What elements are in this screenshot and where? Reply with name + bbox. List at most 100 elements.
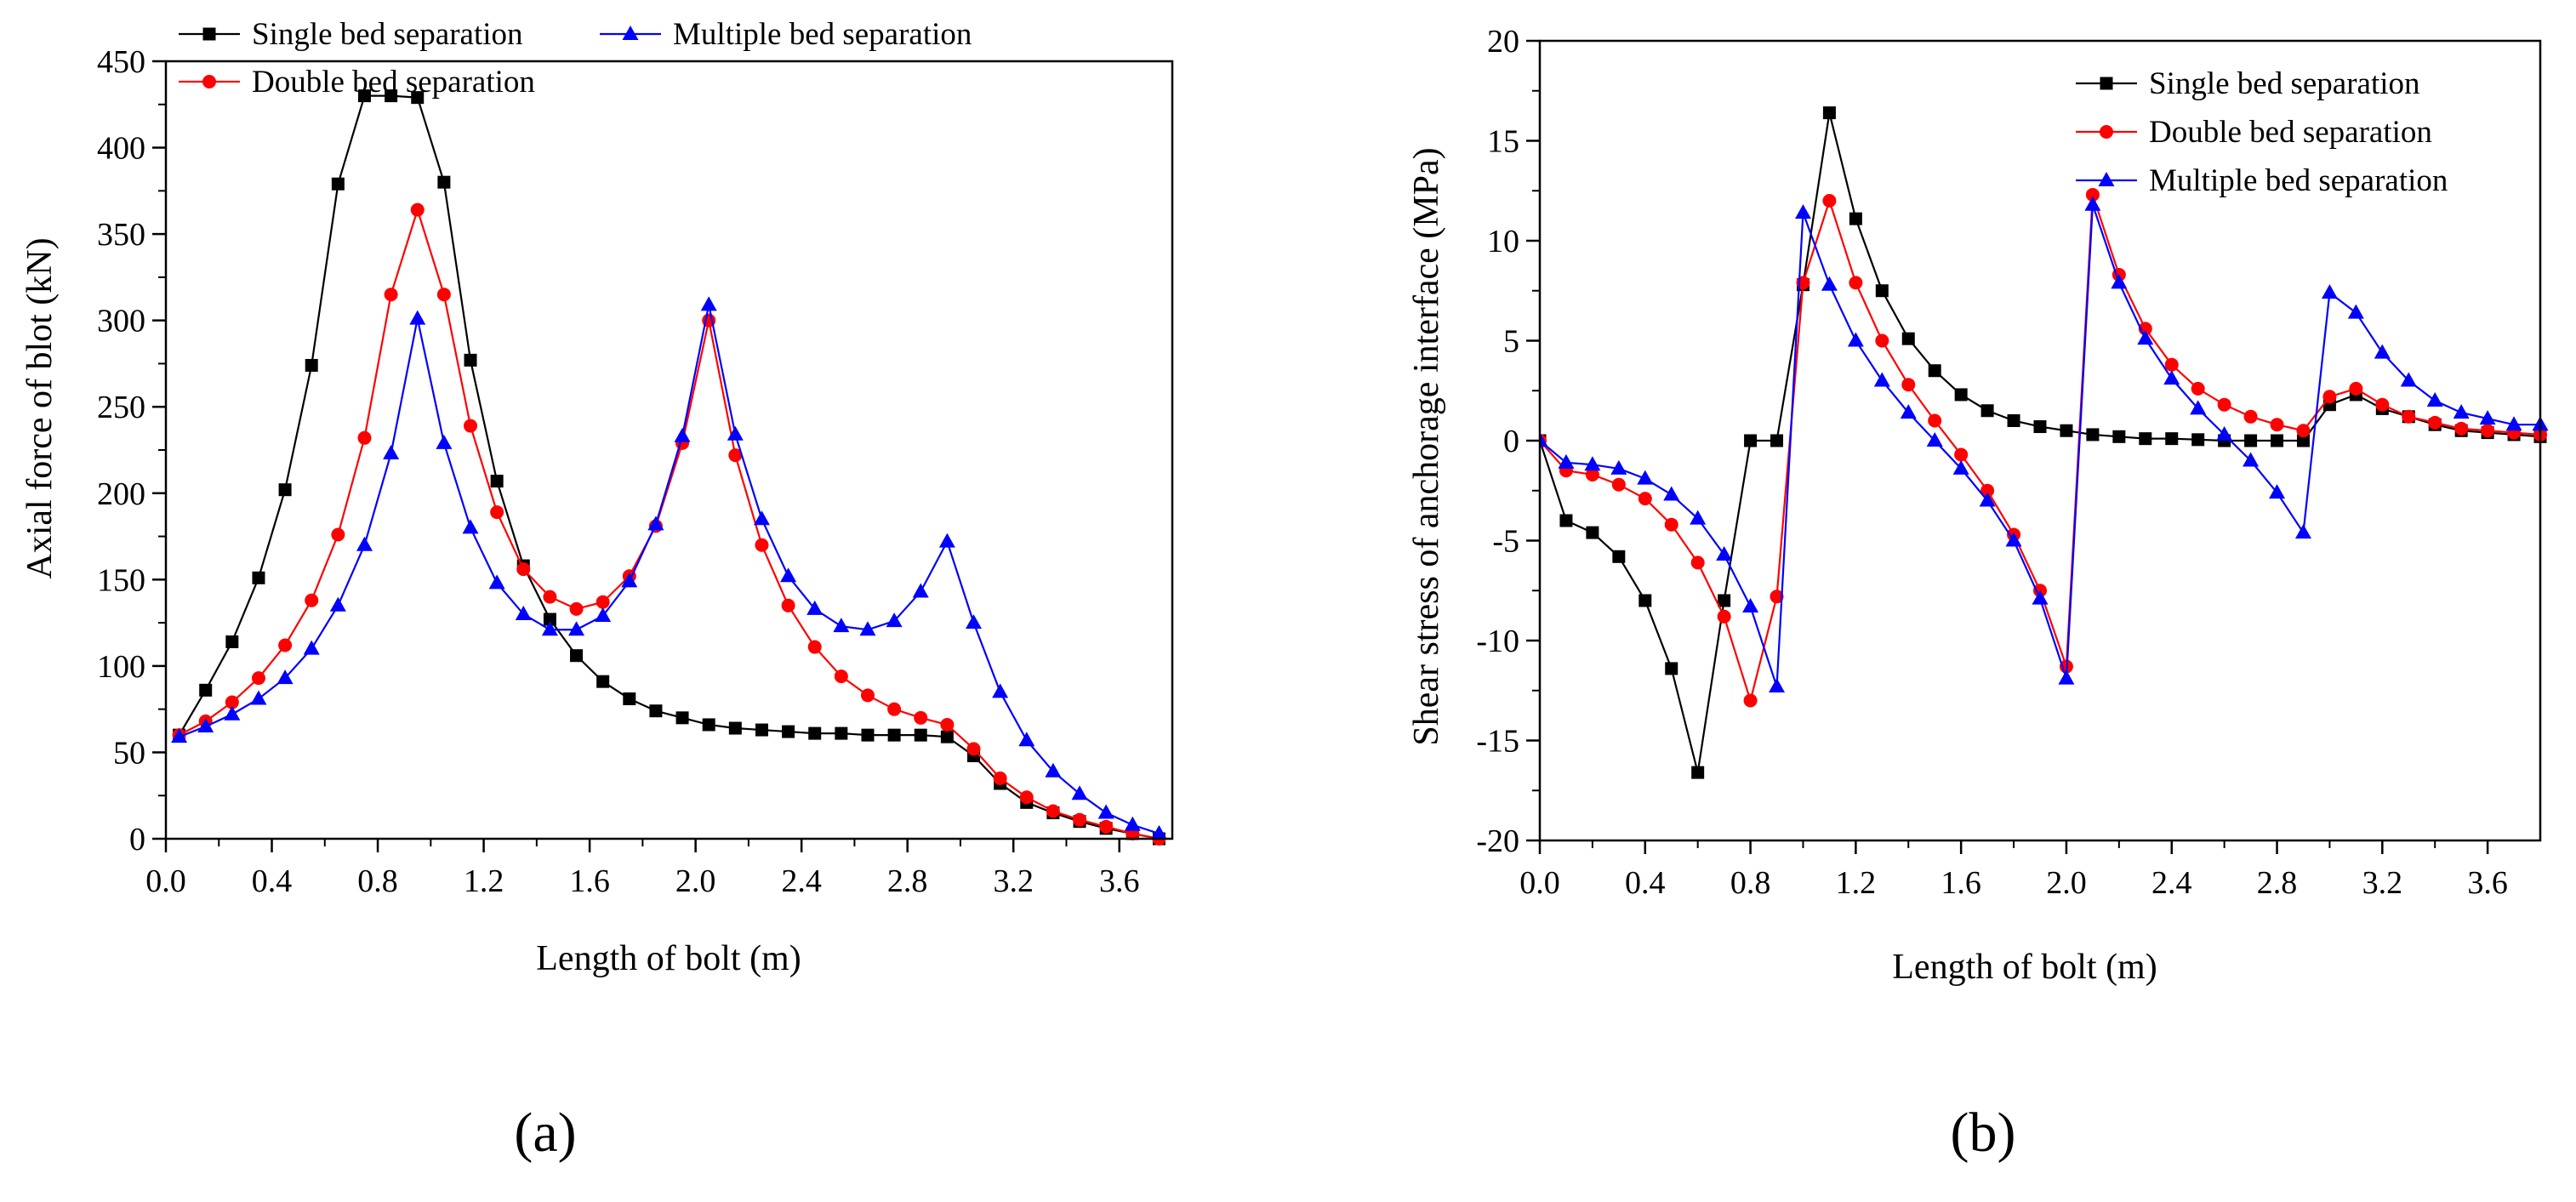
panel-a-legend: Single bed separation Double bed separati…	[179, 17, 972, 100]
panel-a-double-bed-separation-point	[251, 671, 265, 686]
panel-a-double-bed-separation-point	[278, 638, 293, 652]
panel-a-multiple-bed-separation-point	[436, 434, 453, 449]
panel-a-legend-swatch-marker	[622, 26, 639, 40]
panel-b-chart: 0.0 0.4 0.8 1.2 1.6 2.0 2.4 2.8 3.2 3.6 -20 -15 -10 -…	[1407, 24, 2549, 1164]
panel-b-double-bed-separation-point	[1585, 467, 1599, 481]
panel-a-double-bed-separation-point	[1073, 812, 1087, 827]
panel-b-multiple-bed-separation-point	[2294, 524, 2311, 539]
panel-b-double-bed-separation-point	[1822, 194, 1837, 208]
panel-a-single-bed-separation-point	[411, 91, 425, 105]
panel-a-multiple-bed-separation-point	[1018, 732, 1035, 747]
panel-a-double-bed-separation-line	[179, 206, 1160, 840]
panel-b-double-bed-separation-point	[1875, 333, 1889, 348]
panel-b-y-tick-label: 20	[1487, 24, 1519, 60]
panel-b-x-tick-label: 3.6	[2467, 865, 2508, 901]
panel-b-plot-frame	[1538, 39, 2542, 842]
panel-b-multiple-bed-separation-point	[1794, 204, 1811, 219]
panel-a-multiple-bed-separation-point	[833, 618, 850, 633]
panel-b-x-tick-label: 2.0	[2046, 865, 2087, 901]
panel-a-multiple-bed-separation-point	[621, 573, 638, 588]
panel-b-double-bed-separation-point	[2402, 409, 2416, 424]
panel-b-double-bed-separation-point	[2164, 357, 2179, 372]
panel-a-multiple-bed-separation-point	[197, 717, 214, 732]
panel-b-double-bed-separation-point	[1980, 483, 1995, 498]
panel-b-multiple-bed-separation-point	[2505, 416, 2522, 431]
panel-b-legend-swatch-marker	[2100, 125, 2113, 139]
panel-b-multiple-bed-separation-point	[2163, 370, 2180, 385]
panel-b-double-bed-separation-point	[2349, 381, 2363, 396]
panel-a-multiple-bed-separation-point	[276, 669, 294, 685]
panel-b-double-bed-separation-point	[2454, 421, 2469, 436]
panel-a-double-bed-separation-point	[543, 590, 557, 604]
panel-a-y-tick-label: 400	[97, 131, 145, 167]
panel-b-single-bed-separation-point	[1638, 594, 1652, 607]
panel-b-multiple-bed-separation-point	[1690, 510, 1707, 525]
panel-b-y-tick-label: -10	[1476, 624, 1519, 659]
panel-a-legend-label: Single bed separation	[252, 17, 523, 52]
panel-b-multiple-bed-separation-point	[1900, 404, 1917, 419]
panel-a-single-bed-separation-point	[305, 358, 318, 372]
panel-a-legend-item-double-bed-separation: Double bed separation	[179, 65, 535, 100]
panel-b-double-bed-separation-point	[1928, 413, 1942, 428]
panel-a-double-bed-separation-point	[993, 771, 1007, 785]
panel-a-legend-label: Double bed separation	[252, 65, 535, 100]
panel-a-multiple-bed-separation-point	[647, 516, 664, 531]
panel-a-multiple-bed-separation-point	[303, 640, 320, 655]
panel-b-double-bed-separation-point	[1717, 609, 1731, 624]
panel-b-multiple-bed-separation-point	[1769, 678, 1786, 693]
panel-b-series-multiple-bed-separation	[1540, 196, 2549, 693]
panel-a-multiple-bed-separation-point	[488, 574, 505, 590]
panel-b-multiple-bed-separation-point	[1584, 456, 1601, 471]
panel-a-multiple-bed-separation-point	[541, 621, 558, 636]
panel-b-single-bed-separation-point	[1849, 212, 1862, 225]
panel-b-multiple-bed-separation-point	[1926, 432, 1943, 447]
panel-a-single-bed-separation-point	[649, 704, 663, 718]
panel-b-double-bed-separation-point	[2217, 397, 2231, 412]
panel-a-series-single-bed-separation	[173, 89, 1165, 846]
panel-a-multiple-bed-separation-point	[1097, 804, 1114, 819]
panel-a-multiple-bed-separation-line	[179, 305, 1160, 835]
panel-b-legend-label: Single bed separation	[2149, 66, 2420, 101]
panel-b-ticks: 0.0 0.4 0.8 1.2 1.6 2.0 2.4 2.8 3.2 3.6 -20 -15 -10 -…	[1476, 24, 2508, 901]
panel-b-multiple-bed-separation-point	[1716, 545, 1733, 561]
panel-a-x-tick-label: 3.6	[1099, 863, 1140, 899]
panel-b-multiple-bed-separation-point	[1637, 470, 1654, 485]
panel-a-multiple-bed-separation-point	[674, 427, 691, 442]
panel-a-double-bed-separation-point	[1019, 790, 1034, 805]
panel-b-single-bed-separation-point	[2060, 424, 2073, 437]
panel-b-multiple-bed-separation-point	[2479, 410, 2496, 425]
panel-a-double-bed-separation-point	[807, 640, 822, 654]
panel-a-multiple-bed-separation-point	[1071, 785, 1088, 800]
panel-b-single-bed-separation-point	[2191, 433, 2205, 447]
panel-a-chart: 0.0 0.4 0.8 1.2 1.6 2.0 2.4 2.8 3.2 3.6 0 50 100 150 2…	[20, 17, 1174, 1164]
panel-a-x-tick-label: 0.8	[357, 863, 398, 899]
panel-a-single-bed-separation-point	[225, 635, 239, 648]
panel-a-single-bed-separation-point	[755, 723, 768, 737]
panel-a-multiple-bed-separation-point	[780, 567, 797, 583]
panel-a-y-tick-label: 0	[129, 822, 145, 857]
panel-a-label: (a)	[514, 1102, 576, 1164]
panel-b-double-bed-separation-point	[2375, 397, 2390, 412]
panel-a-double-bed-separation-point	[357, 430, 372, 445]
panel-a-x-tick-label: 1.6	[569, 863, 610, 899]
panel-a-single-bed-separation-point	[278, 483, 292, 497]
panel-a-single-bed-separation-point	[861, 728, 875, 742]
panel-b-legend-swatch-marker	[2098, 172, 2115, 186]
panel-b-double-bed-separation-point	[2085, 187, 2100, 202]
panel-a-double-bed-separation-point	[1099, 819, 1114, 834]
panel-b-single-bed-separation-point	[1901, 332, 1915, 345]
panel-a-single-bed-separation-point	[437, 175, 451, 189]
panel-a-double-bed-separation-point	[305, 593, 319, 607]
panel-a-multiple-bed-separation-point	[806, 600, 824, 615]
panel-b-legend-label: Double bed separation	[2149, 115, 2432, 150]
panel-a-multiple-bed-separation-point	[992, 683, 1009, 698]
panel-b-multiple-bed-separation-point	[1979, 492, 1996, 507]
panel-a-legend-item-single-bed-separation: Single bed separation	[179, 17, 523, 52]
panel-a-single-bed-separation-point	[782, 725, 795, 738]
panel-a-multiple-bed-separation-point	[224, 705, 241, 721]
panel-a-double-bed-separation-point	[940, 717, 955, 732]
panel-a-y-tick-label: 200	[97, 476, 145, 512]
panel-b-x-axis-title: Length of bolt (m)	[1892, 948, 2157, 987]
panel-b-x-tick-label: 0.4	[1625, 865, 1666, 901]
panel-b-y-tick-label: 0	[1503, 424, 1519, 459]
